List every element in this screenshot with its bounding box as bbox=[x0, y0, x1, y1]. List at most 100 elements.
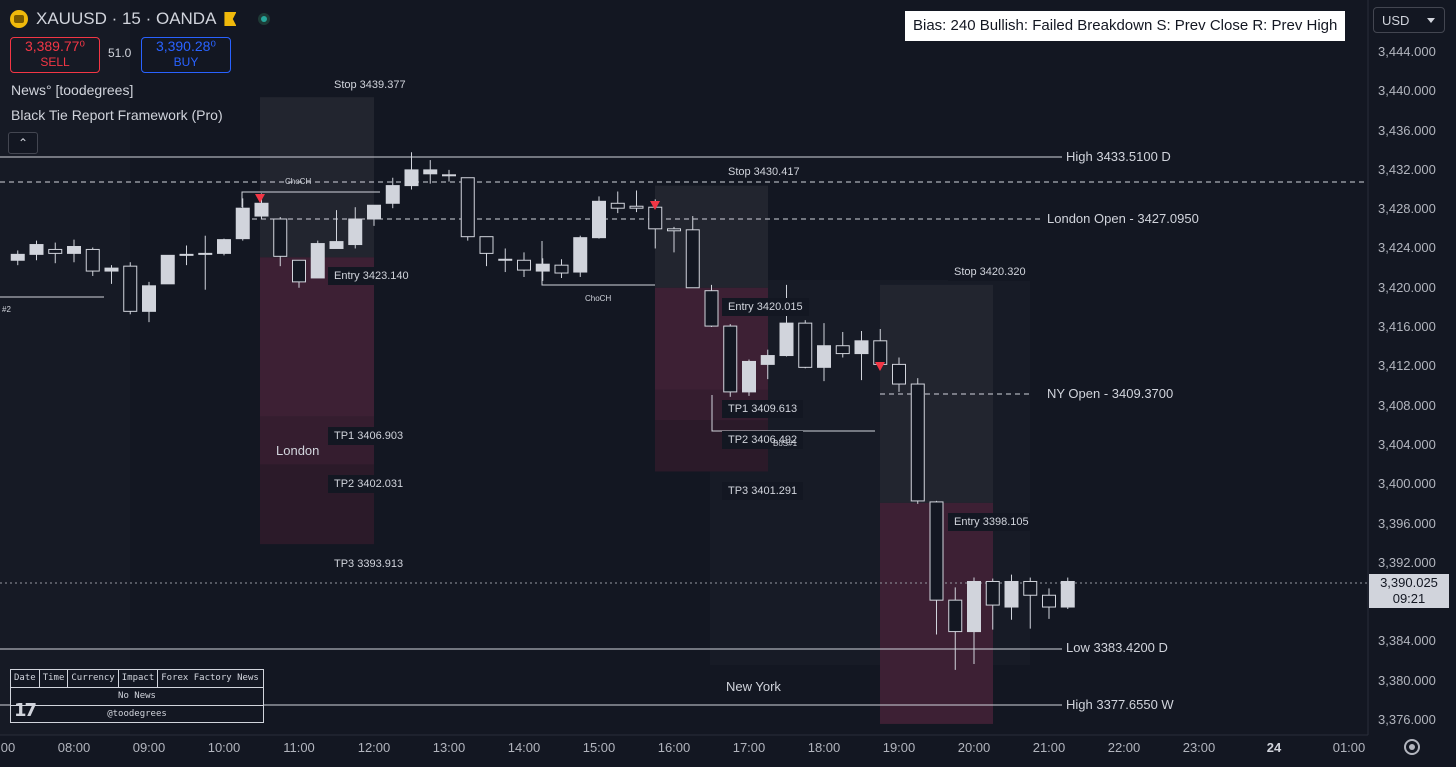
candle-body bbox=[160, 254, 175, 285]
entry-label-1: Entry 3423.140 bbox=[328, 267, 415, 285]
oanda-logo-icon bbox=[10, 10, 28, 28]
candle-body bbox=[667, 228, 681, 232]
bos-line bbox=[711, 395, 875, 432]
indicator-black-tie[interactable]: Black Tie Report Framework (Pro) bbox=[11, 107, 223, 123]
candle-body bbox=[517, 259, 531, 271]
choch-label-2: ChoCH bbox=[585, 294, 612, 303]
candle-body bbox=[479, 236, 494, 254]
flag-icon[interactable] bbox=[224, 12, 237, 26]
news-credit: @toodegrees bbox=[107, 709, 167, 719]
session-bg-pre bbox=[0, 0, 130, 735]
choch-line-2 bbox=[541, 241, 655, 286]
time-axis-label: 09:00 bbox=[132, 740, 166, 755]
candle-body bbox=[779, 322, 794, 357]
bias-banner: Bias: 240 Bullish: Failed Breakdown S: P… bbox=[905, 11, 1346, 41]
candle-body bbox=[948, 599, 963, 633]
time-axis-label: 18:00 bbox=[807, 740, 841, 755]
candle-body bbox=[48, 248, 63, 254]
tp2-label-1: TP2 3402.031 bbox=[328, 475, 410, 493]
sell-button[interactable]: 3,389.77⁰ SELL bbox=[10, 37, 100, 73]
candle-body bbox=[648, 206, 663, 230]
price-axis-label: 3,416.000 bbox=[1378, 319, 1436, 335]
price-axis-label: 3,440.000 bbox=[1378, 83, 1436, 99]
time-axis-label: 10:00 bbox=[207, 740, 241, 755]
candle-body bbox=[85, 248, 100, 272]
candle-body bbox=[929, 501, 944, 601]
time-axis-label: 22:00 bbox=[1107, 740, 1141, 755]
candle-body bbox=[592, 200, 606, 239]
candle-body bbox=[554, 264, 569, 274]
candle-body bbox=[685, 229, 700, 289]
candle-body bbox=[985, 580, 1000, 606]
sell-price: 3,389.77⁰ bbox=[24, 38, 86, 54]
time-axis-label: 14:00 bbox=[507, 740, 541, 755]
candle-body bbox=[123, 265, 138, 312]
bos-label: BoS#1 bbox=[773, 439, 798, 448]
tradingview-logo-icon[interactable]: 17 bbox=[14, 700, 37, 721]
candle-body bbox=[367, 204, 381, 220]
current-price: 3,390.025 bbox=[1380, 575, 1438, 590]
news-col-currency: Currency bbox=[68, 670, 119, 687]
session-label-london: London bbox=[276, 443, 320, 458]
candle-body bbox=[760, 355, 775, 365]
candle-body bbox=[217, 239, 231, 254]
candle-body bbox=[235, 207, 250, 240]
news-col-time: Time bbox=[40, 670, 69, 687]
symbol-header[interactable]: XAUUSD · 15 · OANDA bbox=[10, 9, 271, 29]
candle-body bbox=[385, 185, 400, 204]
time-axis-label: 19:00 bbox=[882, 740, 916, 755]
time-axis-label: 08:00 bbox=[57, 740, 91, 755]
candle-body bbox=[967, 580, 981, 633]
candle-body bbox=[348, 218, 363, 246]
candle-body bbox=[723, 325, 738, 393]
time-axis-label: 12:00 bbox=[357, 740, 391, 755]
price-axis-label: 3,432.000 bbox=[1378, 161, 1436, 177]
stop-zone-2 bbox=[655, 185, 768, 288]
candle-body bbox=[423, 169, 438, 175]
price-axis-label: 3,392.000 bbox=[1378, 554, 1436, 570]
price-axis-label: 3,424.000 bbox=[1378, 240, 1436, 256]
candle-body bbox=[854, 340, 869, 355]
price-axis-label: 3,420.000 bbox=[1378, 279, 1436, 295]
sell-signal-icon bbox=[650, 201, 660, 210]
time-axis-label: 01:00 bbox=[1332, 740, 1366, 755]
candle-body bbox=[610, 202, 625, 209]
price-axis-label: 3,436.000 bbox=[1378, 122, 1436, 138]
currency-select[interactable]: USD bbox=[1373, 7, 1445, 33]
sell-signal-icon bbox=[255, 194, 265, 203]
level-low-d: Low 3383.4200 D bbox=[1062, 640, 1172, 655]
symbol-title[interactable]: XAUUSD · 15 · OANDA bbox=[36, 9, 217, 28]
indicator-news[interactable]: News° [toodegrees] bbox=[11, 82, 134, 98]
candle-body bbox=[704, 290, 719, 327]
time-axis-label: 15:00 bbox=[582, 740, 616, 755]
candle-body bbox=[273, 218, 288, 257]
time-axis-label: 13:00 bbox=[432, 740, 466, 755]
buy-button[interactable]: 3,390.28⁰ BUY bbox=[141, 37, 231, 73]
price-axis-label: 3,400.000 bbox=[1378, 476, 1436, 492]
time-axis-label: 21:00 bbox=[1032, 740, 1066, 755]
stop-label-1: Stop 3439.377 bbox=[328, 76, 412, 94]
candle-body bbox=[104, 267, 119, 272]
price-axis-label: 3,384.000 bbox=[1378, 633, 1436, 649]
candle-body bbox=[198, 252, 213, 255]
sell-signal-icon bbox=[875, 362, 885, 371]
settings-icon[interactable] bbox=[1404, 739, 1420, 755]
price-axis-label: 3,404.000 bbox=[1378, 436, 1436, 452]
candle-body bbox=[817, 345, 831, 368]
session-label-new-york: New York bbox=[726, 679, 781, 694]
market-status-icon bbox=[258, 13, 271, 25]
collapse-indicators-button[interactable]: ⌃ bbox=[8, 132, 38, 154]
candle-body bbox=[535, 263, 550, 272]
tp3-label-1: TP3 3393.913 bbox=[328, 555, 410, 573]
candle-body bbox=[629, 205, 644, 209]
candle-body bbox=[10, 253, 25, 261]
time-axis-label: 23:00 bbox=[1182, 740, 1216, 755]
sell-label: SELL bbox=[40, 55, 70, 69]
candle-body bbox=[873, 340, 888, 365]
tp2-label-2: TP2 3406.492 bbox=[722, 431, 804, 449]
candle-body bbox=[329, 241, 344, 249]
spread-value: 51.0 bbox=[108, 46, 132, 60]
candle-body bbox=[498, 258, 513, 261]
level-ny-open: NY Open - 3409.3700 bbox=[1043, 386, 1178, 401]
news-row-empty: No News bbox=[11, 688, 263, 706]
